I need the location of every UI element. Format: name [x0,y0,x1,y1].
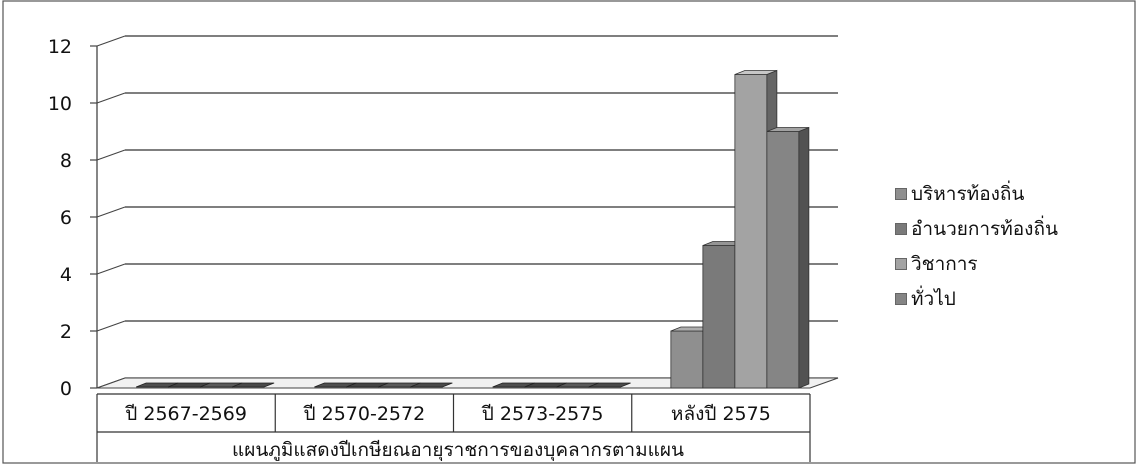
bar-top [766,127,810,132]
y-tick-label: 4 [60,264,72,286]
legend-label: วิชาการ [911,252,978,275]
gridline-slant [96,35,126,47]
x-tick-label: ปี 2573-2575 [481,403,603,425]
x-tick-label: หลังปี 2575 [671,403,771,425]
bar [588,382,631,388]
y-tick-label: 8 [60,150,72,172]
bar [766,131,800,389]
y-tick-label: 12 [48,36,72,58]
legend-label: บริหารท้องถิ่น [911,182,1025,205]
gridline-slant [96,263,126,275]
bar [702,245,736,389]
gridline-slant [96,206,126,218]
bar [734,74,768,389]
bar [410,382,453,388]
legend-item: ทั่วไป [895,281,1058,316]
chart-floor [96,377,839,389]
bar-top [734,70,778,75]
legend-swatch [895,187,907,200]
bar-side [798,126,810,389]
gridline-slant [96,149,126,161]
legend-swatch [895,222,907,235]
legend-swatch [895,257,907,270]
legend-swatch [895,292,907,305]
x-tick-label: ปี 2570-2572 [303,403,425,425]
legend-label: อำนวยการท้องถิ่น [911,217,1058,240]
bar [231,382,275,388]
gridline-slant [96,320,126,332]
x-axis-label: แผนภูมิแสดงปีเกษียณอายุราชการของบุคลากรต… [232,439,684,462]
y-tick-label: 2 [60,321,72,343]
legend-item: อำนวยการท้องถิ่น [895,211,1058,246]
y-tick-label: 10 [48,93,72,115]
y-tick-label: 6 [60,207,72,229]
legend: บริหารท้องถิ่นอำนวยการท้องถิ่นวิชาการทั่… [895,176,1058,316]
legend-item: วิชาการ [895,246,1058,281]
y-tick-label: 0 [60,378,72,400]
x-tick-label: ปี 2567-2569 [124,403,246,425]
bar [670,330,704,389]
gridline-slant [96,92,126,104]
legend-label: ทั่วไป [911,287,956,310]
legend-item: บริหารท้องถิ่น [895,176,1058,211]
